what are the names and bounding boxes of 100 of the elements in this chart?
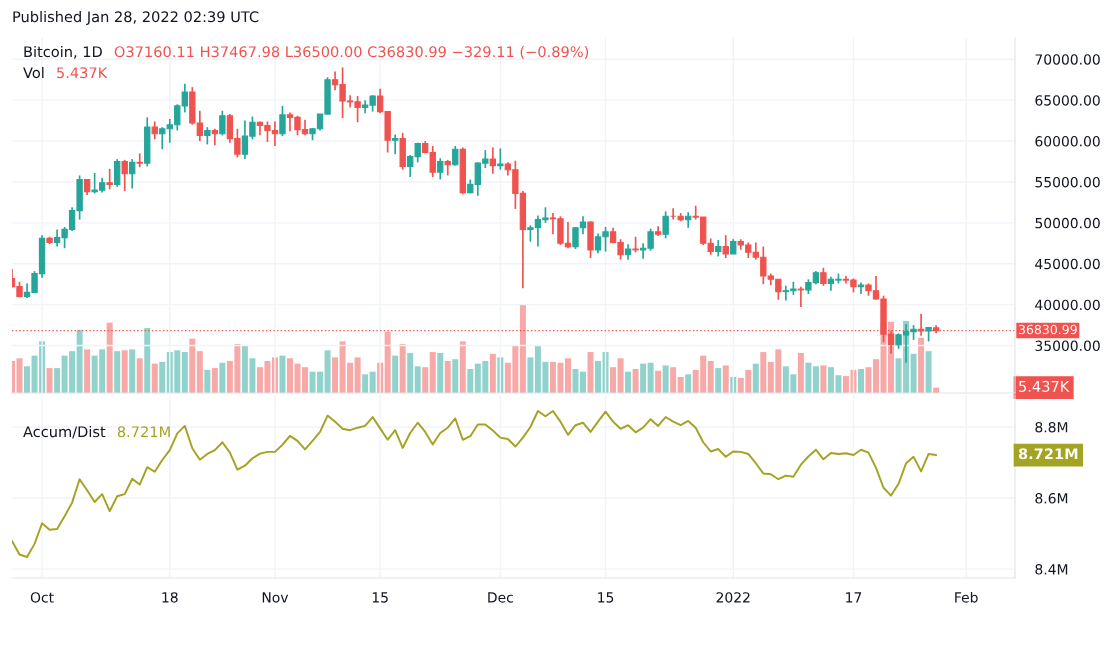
bar xyxy=(640,363,647,393)
candlestick xyxy=(113,158,121,188)
bar xyxy=(407,352,414,393)
bar xyxy=(617,358,624,393)
bar xyxy=(873,359,880,393)
bar xyxy=(76,329,83,393)
bar xyxy=(354,357,361,393)
bar xyxy=(722,365,729,393)
bar xyxy=(752,363,759,393)
y-tick-label: 70000.00 xyxy=(1035,54,1100,65)
y-tick-label: 50000.00 xyxy=(1035,217,1100,229)
bar xyxy=(452,359,459,393)
bar xyxy=(24,366,31,393)
bar xyxy=(46,368,53,393)
bar xyxy=(760,352,767,393)
bar xyxy=(632,368,639,393)
y-tick-label: 45000.00 xyxy=(1035,258,1100,270)
bar xyxy=(369,371,376,393)
annotation: 5.437K xyxy=(57,67,108,79)
x-tick-label: Nov xyxy=(262,592,289,603)
y-tick-label: 60000.00 xyxy=(1035,136,1100,147)
candlestick xyxy=(129,158,136,190)
bar xyxy=(564,358,571,393)
x-tick-label: 18 xyxy=(162,592,178,603)
bar xyxy=(820,365,827,393)
bar xyxy=(910,353,917,393)
bar xyxy=(181,352,188,393)
bar xyxy=(857,368,864,393)
candlestick xyxy=(489,146,497,175)
bar xyxy=(121,350,128,393)
candlestick xyxy=(452,145,459,167)
bar xyxy=(54,368,61,393)
bar xyxy=(918,337,925,393)
candlestick xyxy=(279,105,286,137)
bar xyxy=(655,370,662,393)
bar xyxy=(422,367,429,393)
bar xyxy=(414,366,421,393)
x-tick-label: 15 xyxy=(598,592,614,603)
chart-title: Vol xyxy=(23,66,44,79)
bar xyxy=(362,374,369,393)
bar xyxy=(106,322,113,393)
candlestick xyxy=(437,157,444,181)
ref-line-label: 36830.99 xyxy=(1018,324,1077,335)
candlestick xyxy=(219,109,226,137)
bar xyxy=(114,351,121,393)
x-tick-label: Feb xyxy=(955,591,978,603)
bar xyxy=(279,355,286,393)
bar xyxy=(579,371,586,393)
bar xyxy=(429,352,436,393)
candlestick xyxy=(121,159,128,192)
bar xyxy=(324,350,331,393)
bar xyxy=(572,368,579,393)
candlestick xyxy=(136,152,143,169)
bar xyxy=(332,357,339,393)
y-tick-label: 55000.00 xyxy=(1035,176,1100,188)
y-tick-label: 40000.00 xyxy=(1035,299,1100,311)
bar xyxy=(670,367,677,393)
line-series xyxy=(12,410,938,558)
bar xyxy=(519,304,526,393)
bar xyxy=(625,371,632,393)
bar xyxy=(677,376,684,393)
bar xyxy=(189,338,196,393)
chart-title: Bitcoin, 1D xyxy=(24,45,102,59)
bar xyxy=(392,355,399,393)
y-tick-label: 8.4M xyxy=(1035,564,1068,575)
candlestick xyxy=(391,133,399,155)
bar xyxy=(159,361,166,393)
bar xyxy=(84,349,91,393)
bar xyxy=(437,352,444,393)
bar xyxy=(384,331,391,393)
y-tick-label: 8.6M xyxy=(1035,493,1068,504)
x-tick-label: 2022 xyxy=(716,592,750,603)
y-tick-label: 65000.00 xyxy=(1035,95,1100,106)
bar xyxy=(595,360,602,393)
text: Accum/Dist xyxy=(23,425,106,439)
bar xyxy=(129,349,136,393)
x-tick-label: Oct xyxy=(30,592,54,603)
bar xyxy=(685,374,692,393)
bar xyxy=(444,360,451,393)
bar xyxy=(399,344,406,393)
bar xyxy=(925,351,932,393)
y-tick-label: 8.8M xyxy=(1035,421,1068,433)
bar xyxy=(219,362,226,393)
annotation: 8.721M xyxy=(117,426,170,438)
bar xyxy=(715,368,722,393)
bar xyxy=(707,360,714,393)
candlestick xyxy=(797,285,805,308)
annotation: O37160.11 H37467.98 L36500.00 C36830.99 −329.11 (−0.89%) xyxy=(114,45,589,59)
bar xyxy=(211,368,218,393)
text: 8.721M xyxy=(1018,448,1078,460)
bar xyxy=(662,365,669,393)
text: 5.437K xyxy=(1019,380,1070,392)
bar xyxy=(797,352,804,393)
bar xyxy=(610,367,617,393)
bar xyxy=(805,362,812,393)
bar xyxy=(204,369,211,393)
candlestick xyxy=(497,147,504,171)
bar xyxy=(467,368,474,393)
bar xyxy=(144,328,151,393)
bar xyxy=(489,353,496,393)
